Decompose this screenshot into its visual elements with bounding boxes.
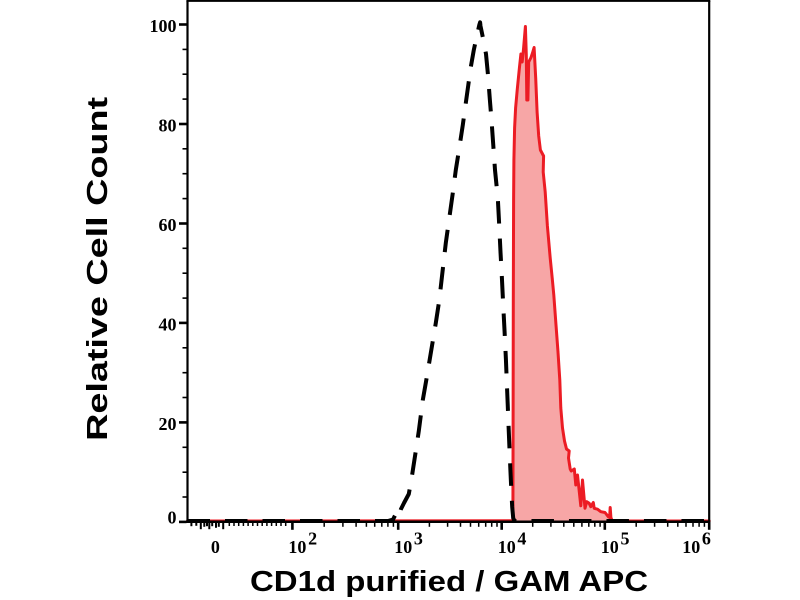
svg-text:2: 2 (308, 529, 317, 549)
svg-text:10: 10 (682, 537, 700, 557)
svg-text:10: 10 (498, 537, 516, 557)
svg-text:5: 5 (621, 529, 630, 549)
svg-text:100: 100 (150, 16, 177, 36)
svg-text:10: 10 (394, 537, 412, 557)
svg-text:4: 4 (517, 529, 526, 549)
svg-text:CD1d purified / GAM APC: CD1d purified / GAM APC (250, 566, 648, 598)
svg-text:0: 0 (168, 508, 177, 528)
svg-text:40: 40 (159, 315, 177, 335)
svg-text:Relative Cell Count: Relative Cell Count (82, 96, 114, 441)
svg-text:10: 10 (601, 537, 619, 557)
svg-text:6: 6 (702, 529, 711, 549)
svg-text:60: 60 (159, 215, 177, 235)
svg-text:3: 3 (414, 529, 423, 549)
svg-text:20: 20 (159, 414, 177, 434)
svg-text:0: 0 (211, 537, 220, 557)
svg-text:80: 80 (159, 116, 177, 136)
svg-text:10: 10 (288, 537, 306, 557)
